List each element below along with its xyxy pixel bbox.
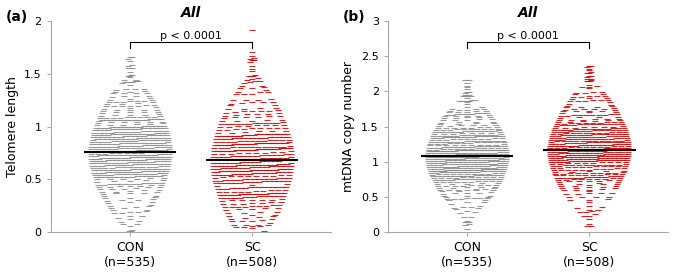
- Text: (b): (b): [343, 10, 365, 24]
- Text: (a): (a): [6, 10, 28, 24]
- Y-axis label: Telomere length: Telomere length: [5, 76, 19, 177]
- Text: p < 0.0001: p < 0.0001: [497, 31, 559, 41]
- Title: All: All: [518, 6, 539, 20]
- Y-axis label: mtDNA copy number: mtDNA copy number: [342, 61, 355, 192]
- Text: p < 0.0001: p < 0.0001: [160, 31, 222, 41]
- Title: All: All: [181, 6, 202, 20]
